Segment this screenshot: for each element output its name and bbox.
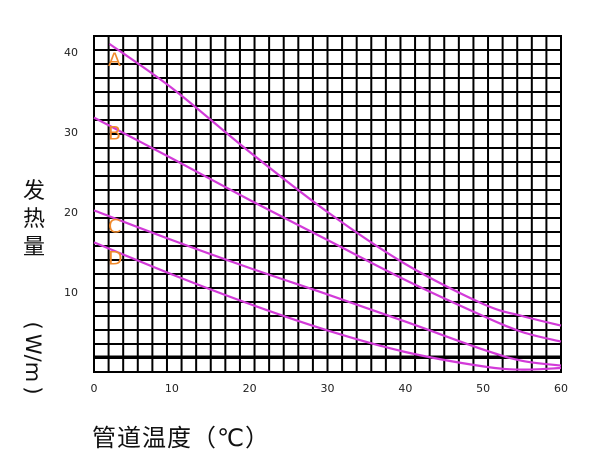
y-tick-label: 40 xyxy=(64,46,78,59)
axes xyxy=(93,35,562,373)
plot-border xyxy=(93,35,562,373)
curve-label-d: D xyxy=(108,247,123,269)
y-axis-label: 发热量 ( W/m ) xyxy=(21,179,45,395)
y-axis-label-char: 热 xyxy=(23,207,45,232)
curve-label-a: A xyxy=(108,49,121,71)
y-axis-label-char: 量 xyxy=(23,235,45,260)
x-tick-label: 0 xyxy=(91,382,98,395)
y-axis-unit-text: ( W/m ) xyxy=(21,321,45,394)
y-axis-label-char: 发 xyxy=(23,179,45,204)
series-line-c xyxy=(93,209,562,367)
x-tick-label: 30 xyxy=(321,382,335,395)
x-axis-label: 管道温度（℃） xyxy=(92,424,270,452)
x-tick-labels: 0 10 20 30 40 50 60 xyxy=(91,382,569,395)
y-tick-labels: 10 20 30 40 xyxy=(64,46,78,299)
series-line-d xyxy=(93,241,562,371)
curve-label-c: C xyxy=(108,215,121,237)
series-group xyxy=(93,43,562,371)
curve-label-b: B xyxy=(108,123,121,145)
x-tick-label: 50 xyxy=(476,382,490,395)
y-tick-label: 10 xyxy=(64,286,78,299)
curve-labels: A B CD xyxy=(108,49,123,269)
x-tick-label: 40 xyxy=(398,382,412,395)
x-tick-label: 60 xyxy=(554,382,568,395)
y-tick-label: 20 xyxy=(64,206,78,219)
series-line-b xyxy=(93,116,562,343)
x-tick-label: 20 xyxy=(243,382,257,395)
series-line-a xyxy=(108,43,562,327)
grid xyxy=(93,35,562,373)
y-axis-unit: ( W/m ) xyxy=(21,321,45,394)
y-tick-label: 30 xyxy=(64,126,78,139)
x-tick-label: 10 xyxy=(165,382,179,395)
